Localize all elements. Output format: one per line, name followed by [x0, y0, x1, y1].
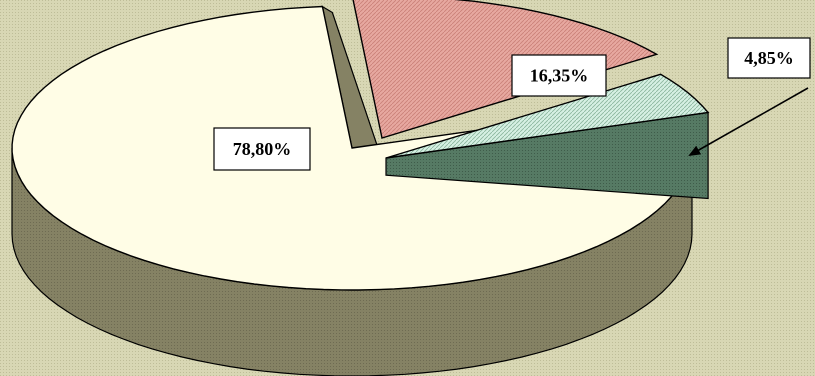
data-label-medium-box — [511, 54, 607, 97]
leader-arrow — [688, 87, 809, 156]
pie-slice-small-top — [385, 73, 710, 159]
data-label-largest-box — [213, 127, 311, 171]
data-label-largest-text: 78,80% — [233, 139, 292, 159]
data-label-medium-text: 16,35% — [530, 66, 589, 86]
pie-slice-medium-top — [352, 0, 659, 139]
data-label-small-text: 4,85% — [744, 48, 794, 68]
pie-slice-largest-top — [11, 5, 693, 291]
data-label-medium: 16,35% — [511, 54, 607, 97]
pie-slice-small — [385, 73, 710, 200]
data-label-small-box — [727, 37, 811, 79]
pie-slice-largest — [11, 5, 693, 376]
data-label-largest: 78,80% — [213, 127, 311, 171]
pie-slice-medium — [352, 0, 659, 139]
data-label-small: 4,85% — [727, 37, 811, 79]
